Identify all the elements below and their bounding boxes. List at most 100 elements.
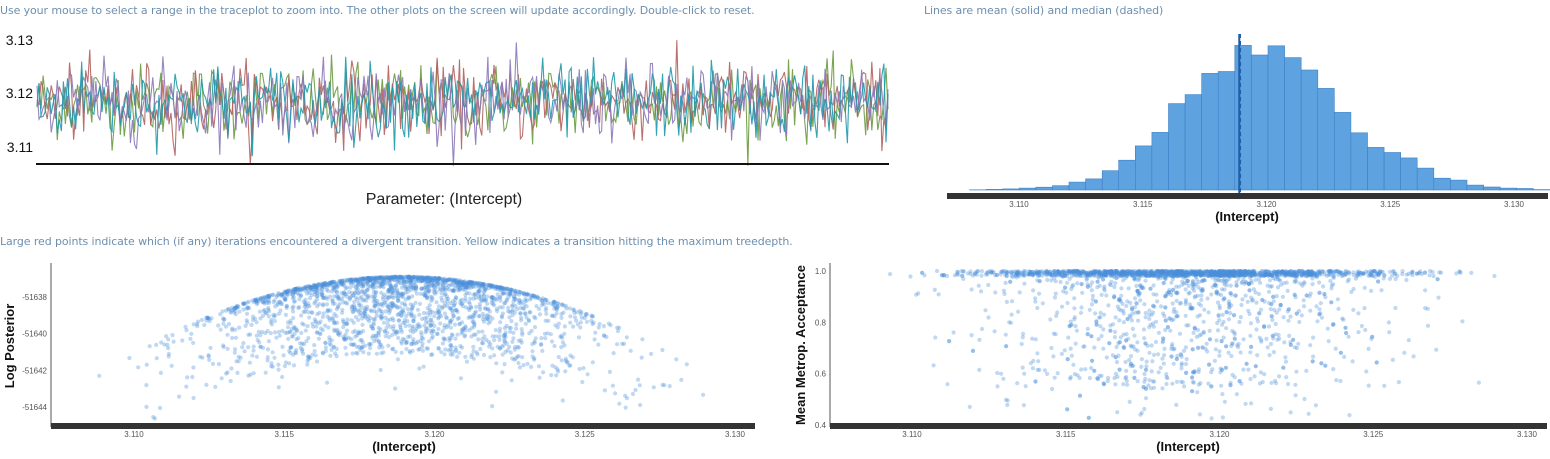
lp-point bbox=[391, 326, 396, 331]
lp-point bbox=[550, 363, 555, 368]
lp-point bbox=[524, 292, 529, 297]
acc-point bbox=[1271, 350, 1276, 355]
lp-y-ticks: -51638-51640-51642-51644 bbox=[22, 293, 47, 412]
lp-point bbox=[362, 297, 367, 302]
lp-point bbox=[526, 292, 531, 297]
lp-point bbox=[234, 305, 240, 310]
acc-point bbox=[1245, 271, 1250, 276]
lp-point bbox=[292, 331, 297, 336]
lp-point bbox=[387, 310, 392, 315]
lp-point bbox=[556, 354, 561, 360]
acc-point bbox=[1317, 290, 1322, 295]
acc-point bbox=[1223, 365, 1228, 370]
lp-point bbox=[281, 353, 286, 358]
lp-point bbox=[454, 280, 459, 286]
acc-point bbox=[1178, 300, 1183, 305]
trace-series-line[interactable] bbox=[36, 42, 889, 166]
lp-point bbox=[384, 294, 389, 299]
lp-point bbox=[371, 299, 376, 304]
lp-point bbox=[327, 341, 332, 346]
lp-point bbox=[470, 280, 475, 285]
lp-point bbox=[463, 281, 469, 286]
acc-point bbox=[1240, 297, 1245, 302]
lp-point bbox=[505, 291, 510, 296]
lp-point bbox=[380, 294, 385, 300]
lp-point bbox=[329, 289, 334, 294]
lp-point bbox=[388, 287, 393, 292]
acc-point bbox=[920, 270, 925, 275]
acc-point bbox=[1079, 367, 1084, 372]
lp-point bbox=[388, 275, 393, 280]
lp-point bbox=[521, 306, 527, 311]
lp-point bbox=[244, 300, 249, 305]
lp-point bbox=[419, 286, 424, 291]
lp-point bbox=[574, 318, 579, 323]
lp-point bbox=[406, 294, 411, 300]
lp-point bbox=[410, 275, 415, 280]
lp-point bbox=[445, 278, 450, 283]
lp-point bbox=[471, 296, 476, 301]
lp-point bbox=[365, 288, 370, 293]
acc-point bbox=[1125, 382, 1130, 387]
lp-point bbox=[541, 370, 546, 375]
lp-point bbox=[488, 319, 493, 324]
trace-lines[interactable] bbox=[36, 40, 889, 166]
lp-point bbox=[516, 345, 521, 350]
lp-point bbox=[403, 277, 408, 282]
log-posterior-scatter: -51638-51640-51642-51644 3.110 3.115 3.120… bbox=[2, 263, 755, 454]
lp-point bbox=[501, 290, 506, 295]
lp-point bbox=[459, 283, 464, 288]
lp-point bbox=[434, 278, 439, 283]
acc-point bbox=[1003, 280, 1008, 285]
lp-point bbox=[270, 364, 275, 369]
lp-point bbox=[543, 318, 548, 323]
lp-point bbox=[510, 339, 515, 344]
lp-point bbox=[358, 280, 363, 285]
acc-point bbox=[1344, 330, 1349, 336]
lp-point bbox=[460, 320, 465, 325]
acc-point bbox=[1331, 282, 1336, 287]
lp-point bbox=[277, 299, 282, 304]
acc-point bbox=[936, 292, 941, 297]
lp-point bbox=[467, 282, 472, 287]
lp-point bbox=[533, 336, 538, 341]
lp-point bbox=[341, 290, 346, 295]
trace-series-line[interactable] bbox=[36, 56, 889, 157]
lp-point bbox=[348, 277, 353, 282]
lp-point bbox=[517, 292, 522, 297]
lp-point bbox=[446, 287, 451, 292]
lp-point bbox=[420, 278, 425, 283]
lp-point bbox=[247, 306, 252, 311]
lp-point bbox=[546, 318, 551, 323]
acc-point bbox=[1139, 357, 1144, 362]
lp-point bbox=[356, 300, 361, 306]
acc-point bbox=[1379, 288, 1384, 293]
acc-point bbox=[1274, 271, 1279, 276]
acc-point bbox=[1362, 306, 1367, 311]
acc-point bbox=[1307, 272, 1312, 277]
acc-point bbox=[1210, 284, 1215, 289]
lp-point bbox=[288, 289, 293, 294]
lp-point bbox=[292, 290, 297, 295]
lp-point bbox=[471, 312, 476, 318]
lp-point bbox=[484, 316, 489, 321]
lp-point bbox=[554, 311, 559, 316]
acc-point bbox=[1333, 346, 1338, 351]
lp-point bbox=[513, 326, 519, 331]
lp-point bbox=[430, 352, 435, 357]
lp-point bbox=[357, 312, 362, 317]
acc-point bbox=[1196, 345, 1201, 350]
lp-point bbox=[383, 277, 388, 282]
lp-point bbox=[471, 292, 476, 297]
traceplot[interactable]: 3.13 3.12 3.11 Parameter: (Intercept) bbox=[6, 32, 889, 208]
lp-point bbox=[508, 291, 513, 296]
lp-point bbox=[366, 293, 371, 298]
traceplot-instructions: Use your mouse to select a range in the … bbox=[0, 4, 755, 17]
acc-point bbox=[1376, 279, 1381, 284]
lp-point bbox=[266, 293, 271, 298]
lp-point bbox=[336, 332, 341, 337]
lp-point bbox=[301, 351, 306, 356]
lp-point bbox=[471, 284, 476, 289]
lp-point bbox=[336, 305, 341, 310]
